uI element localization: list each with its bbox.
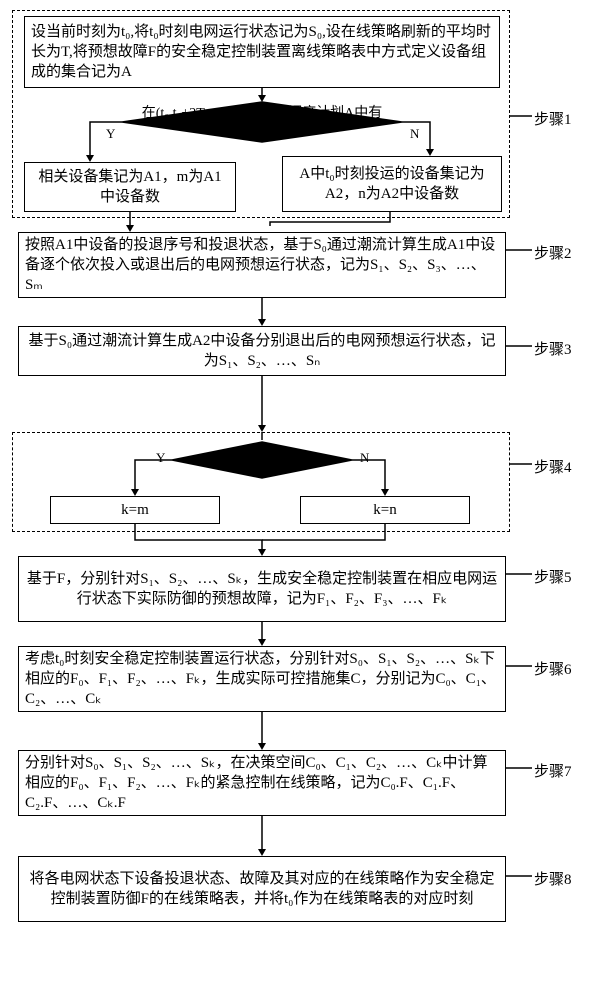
label-step8: 步骤8 bbox=[534, 868, 572, 889]
box-step2: 按照A1中设备的投退序号和投退状态，基于S₀通过潮流计算生成A1中设备逐个依次投… bbox=[18, 232, 506, 298]
d1-n: N bbox=[410, 126, 419, 142]
box-step3: 基于S₀通过潮流计算生成A2中设备分别退出后的电网预想运行状态，记为S₁、S₂、… bbox=[18, 326, 506, 376]
box-step7: 分别针对S₀、S₁、S₂、…、Sₖ，在决策空间C₀、C₁、C₂、…、Cₖ中计算相… bbox=[18, 750, 506, 816]
box-a2: A中t₀时刻投运的设备集记为A2，n为A2中设备数 bbox=[282, 156, 502, 212]
box-km: k=m bbox=[50, 496, 220, 524]
box-a1: 相关设备集记为A1，m为A1中设备数 bbox=[24, 162, 236, 212]
d2-y: Y bbox=[156, 450, 165, 466]
label-step3: 步骤3 bbox=[534, 338, 572, 359]
flowchart: 步骤1 步骤2 步骤3 步骤4 步骤5 步骤6 步骤7 步骤8 设当前时刻为t₀… bbox=[10, 10, 599, 990]
label-step5: 步骤5 bbox=[534, 566, 572, 587]
d2-n: N bbox=[360, 450, 369, 466]
box-kn: k=n bbox=[300, 496, 470, 524]
box-step5: 基于F，分别针对S₁、S₂、…、Sₖ，生成安全稳定控制装置在相应电网运行状态下实… bbox=[18, 556, 506, 622]
box-init: 设当前时刻为t₀,将t₀时刻电网运行状态记为S₀,设在线策略刷新的平均时长为T,… bbox=[24, 16, 500, 88]
label-step7: 步骤7 bbox=[534, 760, 572, 781]
label-step6: 步骤6 bbox=[534, 658, 572, 679]
label-step4: 步骤4 bbox=[534, 456, 572, 477]
d1-y: Y bbox=[106, 126, 115, 142]
box-step6: 考虑t₀时刻安全稳定控制装置运行状态，分别针对S₀、S₁、S₂、…、Sₖ下相应的… bbox=[18, 646, 506, 712]
box-step8: 将各电网状态下设备投退状态、故障及其对应的在线策略作为安全稳定控制装置防御F的在… bbox=[18, 856, 506, 922]
label-step1: 步骤1 bbox=[534, 108, 572, 129]
label-step2: 步骤2 bbox=[534, 242, 572, 263]
